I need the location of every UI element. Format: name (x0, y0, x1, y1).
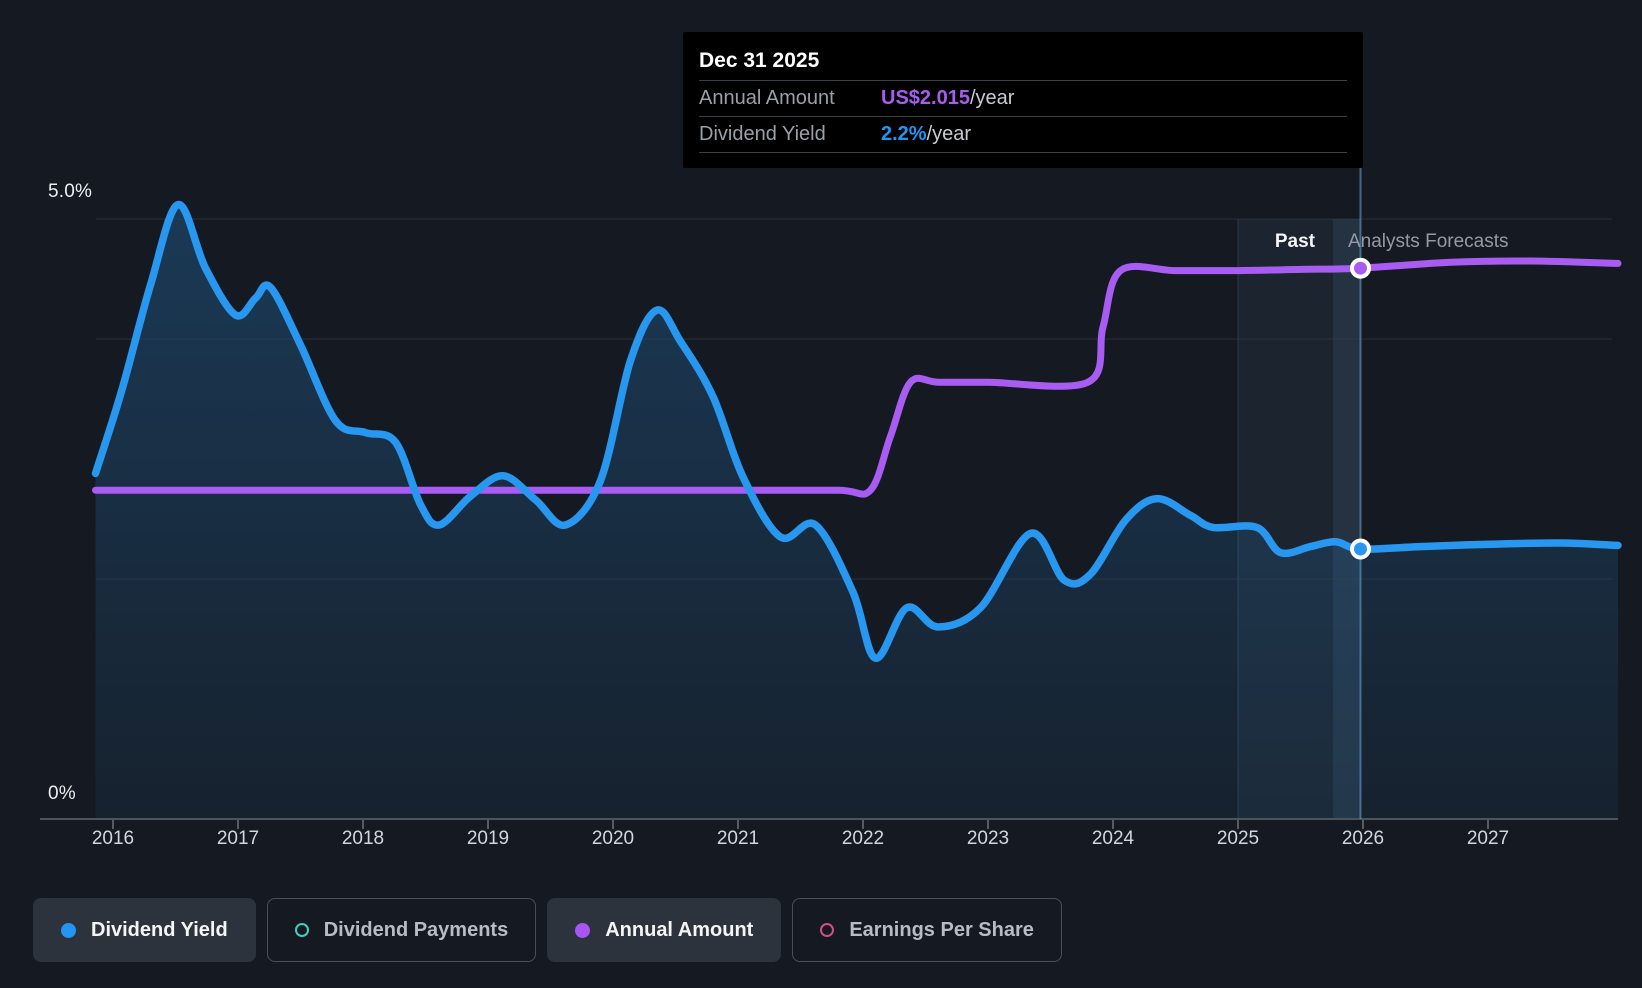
past-label: Past (1274, 231, 1315, 252)
x-axis-label: 2016 (91, 828, 135, 849)
x-axis-label: 2020 (591, 828, 635, 849)
series-legend: Dividend Yield Dividend Payments Annual Am… (33, 898, 1062, 962)
tooltip-row-label: Annual Amount (699, 87, 835, 109)
x-axis-label: 2023 (966, 828, 1010, 849)
tooltip-date: Dec 31 2025 (699, 49, 820, 72)
dividend-yield-line (91, 200, 1622, 662)
legend-toggle-dividend-yield[interactable]: Dividend Yield (33, 898, 256, 962)
legend-series-dot (61, 922, 76, 938)
tooltip-row-suffix: /year (969, 87, 1015, 109)
tooltip-row: Annual Amount US$2.015/year (699, 80, 1347, 116)
tooltip-row-value: 2.2% (881, 123, 927, 145)
x-axis-label: 2018 (341, 828, 385, 849)
x-axis-label: 2019 (466, 828, 510, 849)
legend-toggle-earnings-per-share[interactable]: Earnings Per Share (792, 898, 1062, 962)
legend-label: Dividend Payments (323, 918, 509, 941)
x-axis-label: 2027 (1466, 828, 1510, 849)
dividend-yield-marker[interactable] (1354, 542, 1367, 556)
legend-series-dot (575, 922, 591, 938)
tooltip-row-suffix: /year (926, 123, 972, 145)
legend-toggle-annual-amount[interactable]: Annual Amount (547, 898, 782, 962)
tooltip-rows: Annual Amount US$2.015/year Dividend Yield… (699, 80, 1347, 153)
x-axis-label: 2026 (1341, 828, 1385, 849)
forecast-label: Analysts Forecasts (1348, 231, 1509, 252)
legend-series-dot (294, 923, 309, 937)
tooltip-row: Dividend Yield 2.2%/year (699, 116, 1347, 153)
x-axis-label: 2017 (216, 828, 260, 849)
tooltip-row-label: Dividend Yield (699, 123, 826, 145)
legend-series-dot (820, 923, 835, 937)
x-axis-label: 2021 (716, 828, 760, 849)
legend-label: Annual Amount (605, 918, 754, 941)
annual-amount-marker[interactable] (1354, 261, 1367, 275)
chart-tooltip: Dec 31 2025 Annual Amount US$2.015/year Di… (683, 32, 1363, 168)
legend-label: Earnings Per Share (849, 918, 1034, 941)
legend-label: Dividend Yield (91, 918, 228, 941)
y-axis-label-top: 5.0% (48, 181, 93, 202)
legend-toggle-dividend-payments[interactable]: Dividend Payments (266, 898, 537, 962)
x-axis-label: 2025 (1216, 828, 1260, 849)
dividend-yield-area-fill (95, 204, 1618, 819)
y-axis-label-bottom: 0% (48, 783, 76, 804)
x-axis-label: 2022 (841, 828, 885, 849)
tooltip-row-value: US$2.015 (881, 87, 970, 109)
x-axis-label: 2024 (1091, 828, 1135, 849)
